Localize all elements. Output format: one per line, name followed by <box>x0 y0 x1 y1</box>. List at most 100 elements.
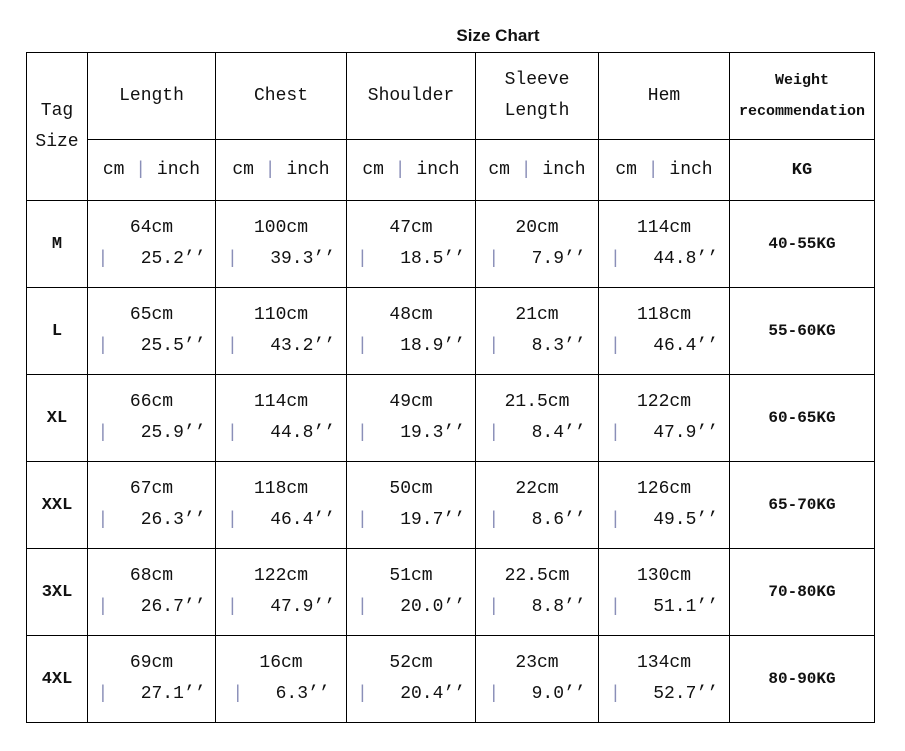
header-text: Hem <box>647 85 681 106</box>
inch-value: 27.1’’ <box>140 684 206 704</box>
value-separator: | <box>226 597 238 617</box>
value-separator: | <box>97 510 109 530</box>
measurement-cell: 114cm | 44.8’’ <box>215 374 347 462</box>
unit-cell: cm | inch <box>87 139 216 201</box>
weight-cell: 60-65KG <box>729 374 875 462</box>
measurement-cell: 22.5cm | 8.8’’ <box>475 548 599 636</box>
header-text: Size <box>35 131 79 152</box>
weight-header: Weight recommendation <box>729 52 875 140</box>
unit-cm: cm <box>615 159 637 180</box>
cm-value: 68cm <box>129 566 174 586</box>
cm-value: 21.5cm <box>504 392 570 412</box>
inch-value: 49.5’’ <box>653 510 719 530</box>
weight-cell: 65-70KG <box>729 461 875 549</box>
inch-value: 19.7’’ <box>400 510 466 530</box>
measurement-cell: 122cm | 47.9’’ <box>215 548 347 636</box>
unit-inch: inch <box>286 159 330 180</box>
value-separator: | <box>488 423 500 443</box>
measurement-cell: 67cm | 26.3’’ <box>87 461 216 549</box>
measurement-cell: 122cm | 47.9’’ <box>598 374 730 462</box>
cm-value: 130cm <box>636 566 691 586</box>
cm-value: 134cm <box>636 653 691 673</box>
inch-value: 47.9’’ <box>270 597 336 617</box>
inch-value: 8.3’’ <box>531 336 586 356</box>
value-separator: | <box>97 597 109 617</box>
inch-value: 52.7’’ <box>653 684 719 704</box>
inch-value: 8.6’’ <box>531 510 586 530</box>
measurement-cell: 118cm | 46.4’’ <box>215 461 347 549</box>
inch-value: 46.4’’ <box>653 336 719 356</box>
table-row: XXL 67cm | 26.3’’ 118cm | 46.4’’ 50cm | … <box>26 461 875 549</box>
cm-value: 67cm <box>129 479 174 499</box>
inch-value: 25.5’’ <box>140 336 206 356</box>
cm-value: 21cm <box>515 305 559 325</box>
unit-separator: | <box>264 159 276 180</box>
unit-row: cm | inch cm | inch cm | inch cm | inch cm |… <box>27 139 875 201</box>
unit-cm: cm <box>362 159 384 180</box>
inch-value: 26.7’’ <box>140 597 206 617</box>
inch-value: 18.5’’ <box>400 249 466 269</box>
value-separator: | <box>356 510 368 530</box>
length-header: Length <box>87 52 216 140</box>
tag-size-cell: 3XL <box>26 548 88 636</box>
value-separator: | <box>609 510 621 530</box>
measurement-cell: 47cm | 18.5’’ <box>346 200 476 288</box>
inch-value: 6.3’’ <box>275 684 330 704</box>
header-text: Length <box>504 101 570 121</box>
value-separator: | <box>488 684 500 704</box>
unit-cm: cm <box>232 159 254 180</box>
header-text: Weight <box>774 72 829 89</box>
unit-cell: cm | inch <box>475 139 599 201</box>
measurement-cell: 126cm | 49.5’’ <box>598 461 730 549</box>
value-separator: | <box>232 684 244 704</box>
measurement-cell: 51cm | 20.0’’ <box>346 548 476 636</box>
inch-value: 43.2’’ <box>270 336 336 356</box>
measurement-cell: 49cm | 19.3’’ <box>346 374 476 462</box>
unit-inch: inch <box>542 159 586 180</box>
header-row: Tag Size Length Chest Shoulder Sleeve Len… <box>26 52 875 201</box>
cm-value: 66cm <box>129 392 174 412</box>
cm-value: 126cm <box>636 479 691 499</box>
measurement-cell: 16cm | 6.3’’ <box>215 635 347 723</box>
cm-value: 64cm <box>129 218 174 238</box>
value-separator: | <box>97 336 109 356</box>
cm-value: 118cm <box>253 479 308 499</box>
measurement-cell: 69cm | 27.1’’ <box>87 635 216 723</box>
measurement-cell: 48cm | 18.9’’ <box>346 287 476 375</box>
cm-value: 118cm <box>636 305 691 325</box>
tag-size-header: Tag Size <box>26 52 88 201</box>
value-separator: | <box>609 423 621 443</box>
cm-value: 20cm <box>515 218 559 238</box>
inch-value: 9.0’’ <box>531 684 586 704</box>
cm-value: 110cm <box>253 305 308 325</box>
table-row: L 65cm | 25.5’’ 110cm | 43.2’’ 48cm | 18… <box>26 287 875 375</box>
unit-cell: cm | inch <box>346 139 476 201</box>
header-text: Shoulder <box>367 85 455 106</box>
value-separator: | <box>356 684 368 704</box>
cm-value: 122cm <box>636 392 691 412</box>
inch-value: 47.9’’ <box>653 423 719 443</box>
weight-cell: 55-60KG <box>729 287 875 375</box>
measurement-cell: 110cm | 43.2’’ <box>215 287 347 375</box>
size-chart-table: Tag Size Length Chest Shoulder Sleeve Len… <box>26 52 875 723</box>
inch-value: 8.8’’ <box>531 597 586 617</box>
cm-value: 65cm <box>129 305 174 325</box>
inch-value: 39.3’’ <box>270 249 336 269</box>
measurement-cell: 134cm | 52.7’’ <box>598 635 730 723</box>
measurement-cell: 68cm | 26.7’’ <box>87 548 216 636</box>
measurement-cell: 52cm | 20.4’’ <box>346 635 476 723</box>
cm-value: 22.5cm <box>504 566 570 586</box>
unit-separator: | <box>135 159 147 180</box>
tag-size-cell: L <box>26 287 88 375</box>
measurement-cell: 20cm | 7.9’’ <box>475 200 599 288</box>
inch-value: 44.8’’ <box>270 423 336 443</box>
measurement-cell: 22cm | 8.6’’ <box>475 461 599 549</box>
value-separator: | <box>226 510 238 530</box>
value-separator: | <box>97 249 109 269</box>
inch-value: 26.3’’ <box>140 510 206 530</box>
cm-value: 51cm <box>389 566 433 586</box>
unit-cell: cm | inch <box>215 139 347 201</box>
value-separator: | <box>488 510 500 530</box>
value-separator: | <box>488 597 500 617</box>
value-separator: | <box>356 336 368 356</box>
